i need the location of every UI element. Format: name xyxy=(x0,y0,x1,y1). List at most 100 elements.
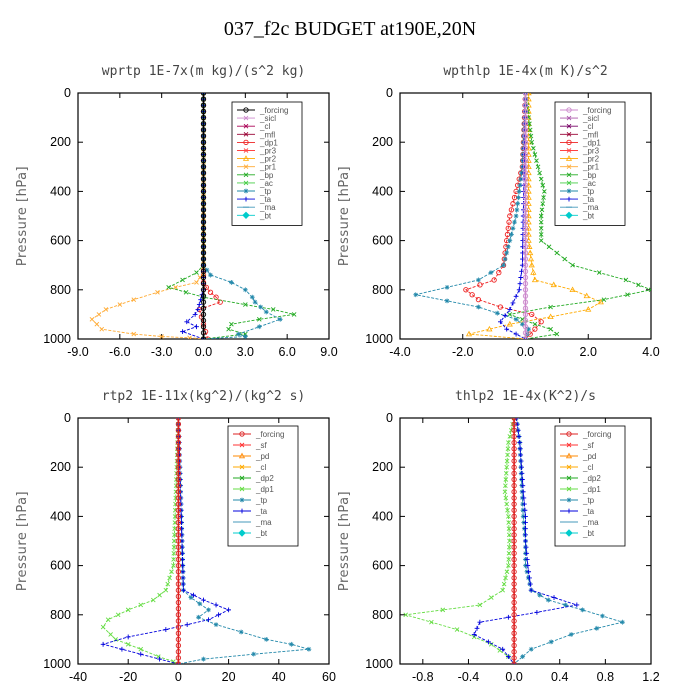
data-point xyxy=(522,250,529,256)
data-point xyxy=(511,587,517,593)
data-point xyxy=(625,292,630,298)
data-point xyxy=(506,544,512,550)
legend-entry: _pr1 xyxy=(560,163,600,172)
data-point xyxy=(242,155,250,161)
data-point xyxy=(200,330,207,336)
legend-label: _dp2 xyxy=(582,474,601,483)
data-point xyxy=(100,641,106,647)
data-point xyxy=(200,280,207,287)
data-point xyxy=(169,569,174,575)
series-pr1 xyxy=(89,93,206,339)
x-tick-label: 0.0 xyxy=(517,345,534,359)
data-point xyxy=(200,102,207,108)
data-point xyxy=(491,277,497,283)
data-point xyxy=(497,304,504,310)
data-point xyxy=(175,464,182,470)
data-point xyxy=(175,612,182,618)
data-point xyxy=(522,305,529,311)
legend-box xyxy=(227,425,299,547)
y-tick-label: 200 xyxy=(50,460,71,474)
data-point xyxy=(566,139,572,146)
legend: _forcing _sf _pd _cl _dp2 _dp1 _tp _ta _ma _bt xyxy=(227,425,299,547)
data-point xyxy=(188,595,194,600)
data-point xyxy=(522,244,529,250)
data-point xyxy=(200,231,207,238)
data-point xyxy=(506,563,511,568)
data-point xyxy=(520,244,526,250)
data-point xyxy=(175,624,182,630)
data-point xyxy=(172,532,177,538)
data-point xyxy=(513,331,519,337)
data-point xyxy=(488,595,494,600)
data-point xyxy=(550,281,557,288)
data-point xyxy=(545,597,551,603)
y-tick-label: 800 xyxy=(372,283,393,297)
legend-entry: _ta xyxy=(560,195,595,204)
legend-entry: _pr2 xyxy=(237,155,277,164)
panel-2: wpthlp 1E-4x(m K)/s^2 Pressure [hPa] 0 200 4… xyxy=(337,64,660,359)
data-point xyxy=(583,292,590,299)
data-point xyxy=(508,232,514,237)
data-point xyxy=(594,625,600,631)
plot-area xyxy=(100,418,312,664)
data-point xyxy=(526,326,532,332)
data-point xyxy=(263,309,269,315)
data-point xyxy=(522,164,529,170)
plot-area xyxy=(413,93,651,339)
data-point xyxy=(511,630,517,636)
legend-label: _tp xyxy=(582,496,595,505)
y-tick-label: 400 xyxy=(372,509,393,523)
data-point xyxy=(172,526,177,532)
data-point xyxy=(517,446,523,452)
series-ta xyxy=(471,418,580,664)
data-point xyxy=(511,569,517,575)
data-point xyxy=(508,207,515,213)
data-point xyxy=(175,538,182,544)
data-point xyxy=(165,581,171,587)
data-point xyxy=(520,489,526,495)
data-point xyxy=(504,464,509,470)
data-point xyxy=(200,244,207,250)
data-point xyxy=(242,334,248,339)
data-point xyxy=(194,324,199,330)
data-point xyxy=(175,458,182,464)
data-point xyxy=(150,597,156,603)
x-tick-label: 20 xyxy=(222,670,236,684)
data-point xyxy=(511,427,517,433)
data-point xyxy=(566,508,572,514)
legend-entry: _dp2 xyxy=(233,474,274,483)
data-point xyxy=(200,108,207,115)
data-point xyxy=(515,201,521,207)
legend-label: _cl xyxy=(582,463,593,472)
data-point xyxy=(538,225,544,231)
data-point xyxy=(94,321,100,327)
data-point xyxy=(516,287,522,293)
y-axis-label: Pressure [hPa] xyxy=(15,166,30,266)
data-point xyxy=(568,632,574,637)
data-point xyxy=(518,275,524,280)
data-point xyxy=(138,646,144,652)
data-point xyxy=(173,285,178,290)
data-point xyxy=(522,201,529,207)
data-point xyxy=(178,514,184,519)
data-point xyxy=(507,213,513,219)
data-point xyxy=(524,557,530,562)
data-point xyxy=(554,250,560,256)
data-point xyxy=(503,471,509,476)
data-point xyxy=(510,300,516,306)
data-point xyxy=(522,96,529,102)
data-point xyxy=(243,172,249,178)
data-point xyxy=(243,131,249,137)
series-line xyxy=(181,93,204,339)
y-tick-label: 600 xyxy=(50,559,71,573)
data-point xyxy=(532,326,538,332)
legend-entry: _tp xyxy=(560,496,595,505)
data-point xyxy=(200,176,207,182)
data-point xyxy=(200,164,207,170)
legend-label: _ma xyxy=(582,203,599,212)
data-point xyxy=(516,189,522,194)
data-point xyxy=(125,607,131,613)
data-point xyxy=(523,538,528,544)
data-point xyxy=(138,602,144,608)
data-point xyxy=(636,282,641,288)
